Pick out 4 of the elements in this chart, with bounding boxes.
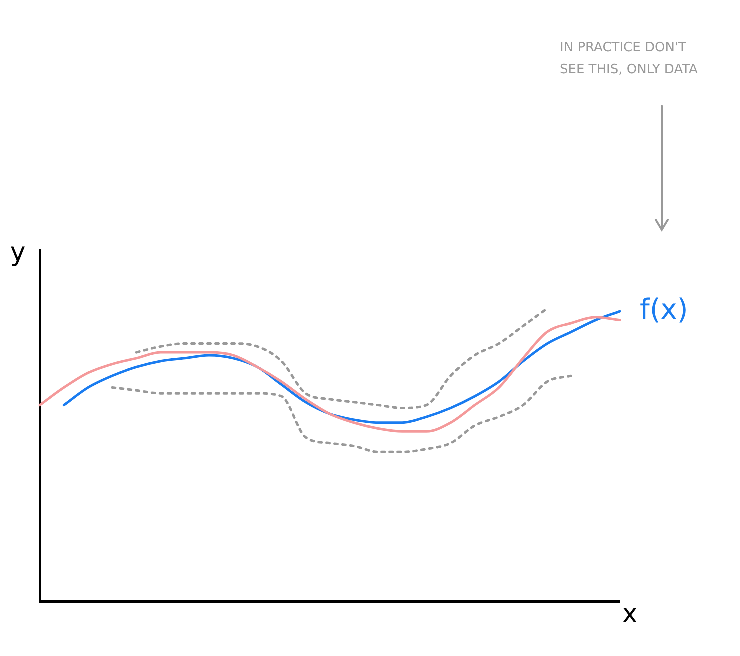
x-axis-title: x <box>622 599 638 630</box>
y-axis-title: y <box>10 238 26 268</box>
text: IN PRACTICE DON'T SEE THIS, ONLY DATA <box>560 40 698 78</box>
series-label: f(x) <box>640 292 688 326</box>
